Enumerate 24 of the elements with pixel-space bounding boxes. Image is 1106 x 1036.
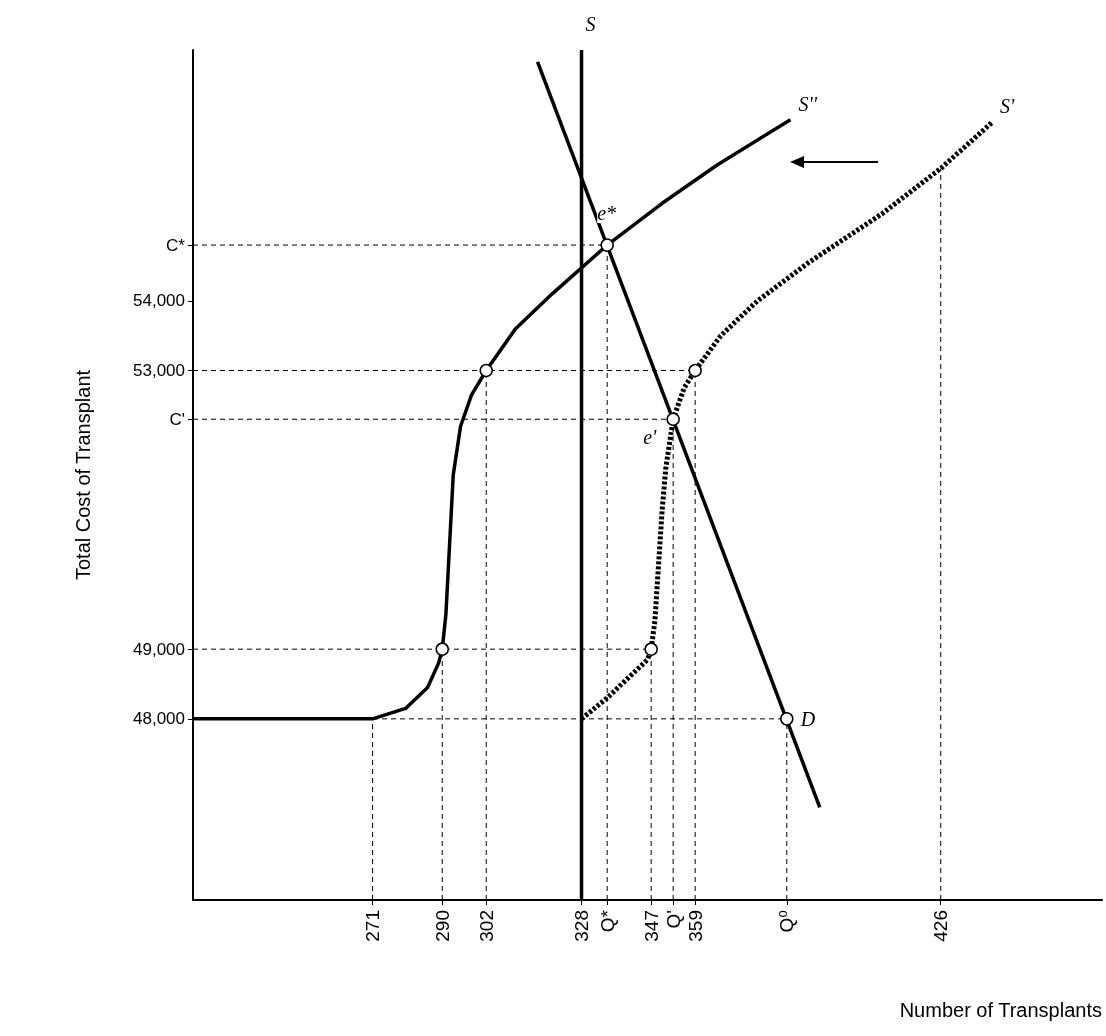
y-axis-title: Total Cost of Transplant [72,369,94,581]
x-tick-label: 359 [684,910,706,942]
annotation: S' [1000,95,1016,118]
y-tick-label: 54,000 [133,291,185,311]
y-tick-label: C* [166,235,186,255]
annotation: e' [643,426,658,449]
x-tick-label: 328 [571,910,593,942]
x-tick-label: 302 [475,910,497,942]
x-tick-label: 347 [640,910,662,942]
annotation: e* [597,202,617,225]
x-tick-label: 271 [362,910,384,942]
y-tick-label: 49,000 [133,639,185,659]
x-tick-label: 290 [431,910,453,942]
x-tick-label: Q⁰ [776,910,798,933]
x-tick-label: Q' [662,910,684,929]
y-tick-label: 48,000 [133,709,185,729]
x-tick-label: Q* [596,909,618,933]
annotation: D [799,707,816,730]
annotation: S'' [798,92,818,115]
x-axis-title: Number of Transplants [899,999,1102,1021]
y-tick-label: 53,000 [133,360,185,380]
y-tick-label: C' [169,409,185,429]
annotation: S [585,13,596,35]
x-tick-label: 426 [930,910,952,942]
